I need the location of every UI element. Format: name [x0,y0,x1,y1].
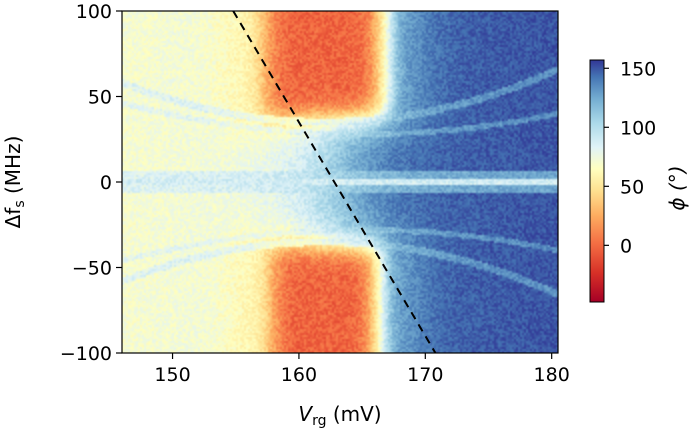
y-tick-label: 0 [100,172,112,194]
x-tick-label: 160 [281,364,317,386]
y-tick-label: 50 [88,87,112,109]
colorbar-tick-label: 0 [620,235,632,257]
y-axis-ticks: 100 50 0 −50 −100 [60,1,122,365]
x-axis-label: Vrg (mV) [298,402,381,429]
colorbar-tick-label: 100 [620,117,656,139]
heatmap-image [122,11,558,353]
colorbar-tick-label: 150 [620,58,656,80]
dashed-guide-line [232,11,437,353]
y-tick-label: 100 [76,1,112,23]
colorbar-tick-label: 50 [620,176,644,198]
x-tick-label: 150 [154,364,190,386]
colorbar-ticks: 150 100 50 0 [604,58,656,257]
x-tick-label: 180 [534,364,570,386]
y-tick-label: −50 [72,258,112,280]
colorbar-label: ϕ (°) [665,165,689,210]
x-tick-label: 170 [407,364,443,386]
colorbar [589,59,605,303]
y-axis-label: Δfs (MHz) [1,136,28,229]
x-axis-ticks: 150 160 170 180 [154,353,570,386]
y-tick-label: −100 [60,343,112,365]
